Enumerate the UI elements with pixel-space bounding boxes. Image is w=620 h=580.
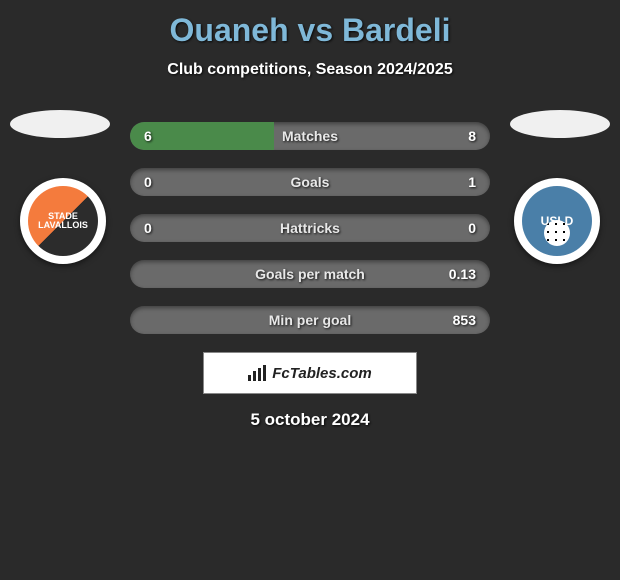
stat-value-right: 8 [468, 128, 476, 144]
team-badge-right: USLD [514, 178, 600, 264]
avatar-placeholder-right [510, 110, 610, 138]
stat-bar-min-per-goal: Min per goal 853 [130, 306, 490, 334]
stat-bar-hattricks: Hattricks 0 0 [130, 214, 490, 242]
stat-value-right: 0 [468, 220, 476, 236]
stat-value-right: 853 [453, 312, 476, 328]
chart-icon [248, 365, 266, 381]
subtitle: Club competitions, Season 2024/2025 [0, 61, 620, 79]
page-title: Ouaneh vs Bardeli [0, 0, 620, 49]
stat-bar-matches: Matches 6 8 [130, 122, 490, 150]
avatar-placeholder-left [10, 110, 110, 138]
badge-right-text: USLD [541, 214, 574, 228]
date-text: 5 october 2024 [250, 410, 369, 430]
stat-value-right: 0.13 [449, 266, 476, 282]
stats-container: Matches 6 8 Goals 0 1 Hattricks 0 0 Goals per mat… [130, 122, 490, 352]
stat-value-left: 0 [144, 174, 152, 190]
badge-inner-right: USLD [522, 186, 592, 256]
stat-value-left: 6 [144, 128, 152, 144]
brand-text: FcTables.com [272, 365, 371, 382]
stat-label: Goals per match [255, 266, 365, 282]
stat-label: Hattricks [280, 220, 340, 236]
stat-label: Goals [291, 174, 330, 190]
stat-value-left: 0 [144, 220, 152, 236]
stat-label: Min per goal [269, 312, 351, 328]
stat-bar-goals: Goals 0 1 [130, 168, 490, 196]
team-badge-left: STADE LAVALLOIS [20, 178, 106, 264]
stat-bar-goals-per-match: Goals per match 0.13 [130, 260, 490, 288]
badge-inner-left: STADE LAVALLOIS [28, 186, 98, 256]
badge-left-text: STADE LAVALLOIS [28, 212, 98, 230]
stat-value-right: 1 [468, 174, 476, 190]
brand-logo[interactable]: FcTables.com [203, 352, 417, 394]
stat-label: Matches [282, 128, 338, 144]
